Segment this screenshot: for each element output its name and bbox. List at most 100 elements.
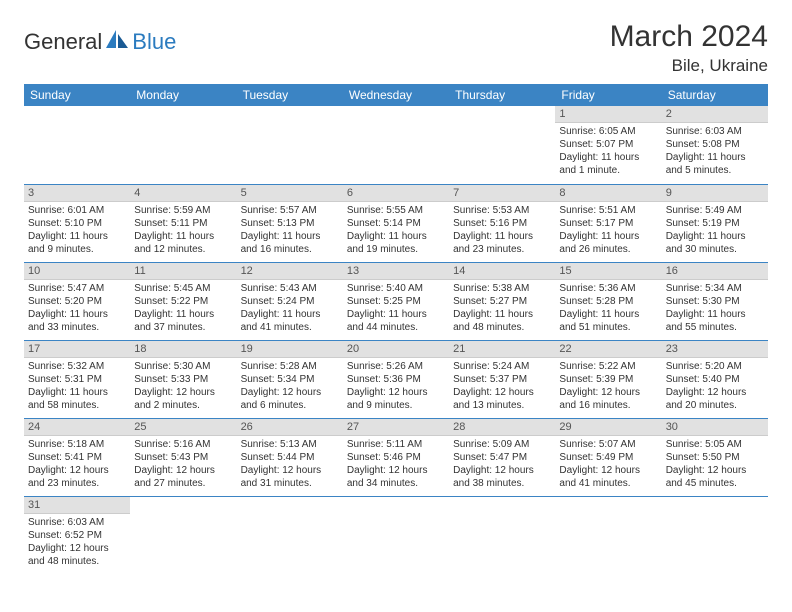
day-number: 1 (555, 106, 661, 123)
day-details: Sunrise: 5:26 AMSunset: 5:36 PMDaylight:… (343, 358, 449, 416)
daylight-text: and 55 minutes. (666, 321, 764, 334)
day-number: 11 (130, 263, 236, 280)
sunrise-text: Sunrise: 5:43 AM (241, 282, 339, 295)
day-number: 20 (343, 341, 449, 358)
daylight-text: and 58 minutes. (28, 399, 126, 412)
sunrise-text: Sunrise: 5:38 AM (453, 282, 551, 295)
calendar-cell: 28Sunrise: 5:09 AMSunset: 5:47 PMDayligh… (449, 418, 555, 496)
sunrise-text: Sunrise: 5:53 AM (453, 204, 551, 217)
sunrise-text: Sunrise: 5:40 AM (347, 282, 445, 295)
daylight-text: and 27 minutes. (134, 477, 232, 490)
calendar-cell: 23Sunrise: 5:20 AMSunset: 5:40 PMDayligh… (662, 340, 768, 418)
sunrise-text: Sunrise: 5:24 AM (453, 360, 551, 373)
day-number: 27 (343, 419, 449, 436)
sunrise-text: Sunrise: 5:18 AM (28, 438, 126, 451)
daylight-text: and 5 minutes. (666, 164, 764, 177)
daylight-text: Daylight: 12 hours (347, 464, 445, 477)
weekday-header: Friday (555, 84, 661, 106)
daylight-text: Daylight: 12 hours (347, 386, 445, 399)
calendar-cell (237, 106, 343, 184)
day-number: 5 (237, 185, 343, 202)
daylight-text: Daylight: 12 hours (134, 464, 232, 477)
sunset-text: Sunset: 5:36 PM (347, 373, 445, 386)
daylight-text: Daylight: 12 hours (666, 464, 764, 477)
calendar-cell: 25Sunrise: 5:16 AMSunset: 5:43 PMDayligh… (130, 418, 236, 496)
day-details: Sunrise: 5:45 AMSunset: 5:22 PMDaylight:… (130, 280, 236, 338)
logo-text-general: General (24, 29, 102, 55)
daylight-text: and 2 minutes. (134, 399, 232, 412)
day-details: Sunrise: 5:11 AMSunset: 5:46 PMDaylight:… (343, 436, 449, 494)
day-details: Sunrise: 5:28 AMSunset: 5:34 PMDaylight:… (237, 358, 343, 416)
day-number: 15 (555, 263, 661, 280)
calendar-cell: 8Sunrise: 5:51 AMSunset: 5:17 PMDaylight… (555, 184, 661, 262)
daylight-text: and 16 minutes. (241, 243, 339, 256)
day-details: Sunrise: 5:47 AMSunset: 5:20 PMDaylight:… (24, 280, 130, 338)
day-details: Sunrise: 5:43 AMSunset: 5:24 PMDaylight:… (237, 280, 343, 338)
sunset-text: Sunset: 5:37 PM (453, 373, 551, 386)
daylight-text: Daylight: 11 hours (666, 230, 764, 243)
day-number: 18 (130, 341, 236, 358)
sunset-text: Sunset: 5:27 PM (453, 295, 551, 308)
sail-icon (104, 28, 130, 55)
daylight-text: Daylight: 11 hours (453, 308, 551, 321)
sunset-text: Sunset: 5:40 PM (666, 373, 764, 386)
sunrise-text: Sunrise: 5:16 AM (134, 438, 232, 451)
sunset-text: Sunset: 5:50 PM (666, 451, 764, 464)
location-label: Bile, Ukraine (610, 56, 768, 76)
sunset-text: Sunset: 5:22 PM (134, 295, 232, 308)
daylight-text: and 30 minutes. (666, 243, 764, 256)
day-details: Sunrise: 5:53 AMSunset: 5:16 PMDaylight:… (449, 202, 555, 260)
daylight-text: and 6 minutes. (241, 399, 339, 412)
day-details: Sunrise: 5:09 AMSunset: 5:47 PMDaylight:… (449, 436, 555, 494)
sunset-text: Sunset: 5:07 PM (559, 138, 657, 151)
sunrise-text: Sunrise: 5:13 AM (241, 438, 339, 451)
calendar-table: Sunday Monday Tuesday Wednesday Thursday… (24, 84, 768, 574)
daylight-text: and 37 minutes. (134, 321, 232, 334)
calendar-cell: 4Sunrise: 5:59 AMSunset: 5:11 PMDaylight… (130, 184, 236, 262)
daylight-text: and 41 minutes. (241, 321, 339, 334)
day-number: 12 (237, 263, 343, 280)
header: General Blue March 2024 Bile, Ukraine (24, 20, 768, 76)
daylight-text: and 34 minutes. (347, 477, 445, 490)
daylight-text: Daylight: 12 hours (28, 542, 126, 555)
day-details: Sunrise: 6:05 AMSunset: 5:07 PMDaylight:… (555, 123, 661, 181)
weekday-header: Monday (130, 84, 236, 106)
calendar-cell: 21Sunrise: 5:24 AMSunset: 5:37 PMDayligh… (449, 340, 555, 418)
sunrise-text: Sunrise: 5:11 AM (347, 438, 445, 451)
sunrise-text: Sunrise: 5:09 AM (453, 438, 551, 451)
day-number: 22 (555, 341, 661, 358)
sunset-text: Sunset: 5:24 PM (241, 295, 339, 308)
sunset-text: Sunset: 5:31 PM (28, 373, 126, 386)
sunrise-text: Sunrise: 5:57 AM (241, 204, 339, 217)
sunset-text: Sunset: 5:25 PM (347, 295, 445, 308)
daylight-text: and 38 minutes. (453, 477, 551, 490)
calendar-cell (24, 106, 130, 184)
day-number: 19 (237, 341, 343, 358)
daylight-text: Daylight: 12 hours (666, 386, 764, 399)
calendar-cell: 14Sunrise: 5:38 AMSunset: 5:27 PMDayligh… (449, 262, 555, 340)
sunrise-text: Sunrise: 5:36 AM (559, 282, 657, 295)
sunrise-text: Sunrise: 5:45 AM (134, 282, 232, 295)
daylight-text: and 45 minutes. (666, 477, 764, 490)
daylight-text: Daylight: 12 hours (241, 464, 339, 477)
calendar-week-row: 17Sunrise: 5:32 AMSunset: 5:31 PMDayligh… (24, 340, 768, 418)
calendar-cell (343, 496, 449, 574)
calendar-week-row: 3Sunrise: 6:01 AMSunset: 5:10 PMDaylight… (24, 184, 768, 262)
daylight-text: Daylight: 11 hours (559, 151, 657, 164)
daylight-text: and 33 minutes. (28, 321, 126, 334)
day-number: 24 (24, 419, 130, 436)
calendar-week-row: 1Sunrise: 6:05 AMSunset: 5:07 PMDaylight… (24, 106, 768, 184)
daylight-text: and 9 minutes. (347, 399, 445, 412)
calendar-cell: 5Sunrise: 5:57 AMSunset: 5:13 PMDaylight… (237, 184, 343, 262)
day-details: Sunrise: 5:05 AMSunset: 5:50 PMDaylight:… (662, 436, 768, 494)
title-block: March 2024 Bile, Ukraine (610, 20, 768, 76)
calendar-cell (662, 496, 768, 574)
day-number: 16 (662, 263, 768, 280)
daylight-text: and 44 minutes. (347, 321, 445, 334)
calendar-cell: 10Sunrise: 5:47 AMSunset: 5:20 PMDayligh… (24, 262, 130, 340)
sunset-text: Sunset: 5:30 PM (666, 295, 764, 308)
daylight-text: Daylight: 12 hours (241, 386, 339, 399)
day-number: 28 (449, 419, 555, 436)
calendar-cell: 6Sunrise: 5:55 AMSunset: 5:14 PMDaylight… (343, 184, 449, 262)
calendar-cell: 26Sunrise: 5:13 AMSunset: 5:44 PMDayligh… (237, 418, 343, 496)
